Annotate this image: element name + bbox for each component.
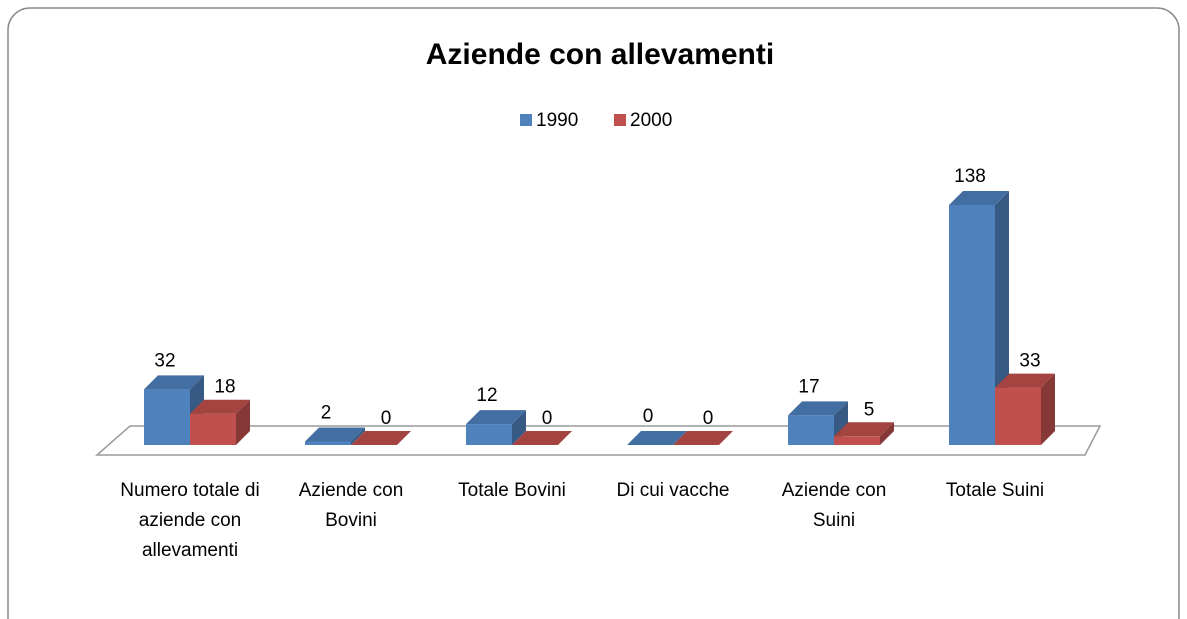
bar-top bbox=[351, 431, 411, 445]
data-label: 5 bbox=[864, 399, 875, 420]
data-label: 0 bbox=[643, 406, 654, 427]
x-tick-label: Aziende con Bovini bbox=[298, 480, 404, 531]
legend-label: 2000 bbox=[630, 110, 672, 131]
bar-top bbox=[627, 431, 687, 445]
legend-label: 1990 bbox=[536, 110, 578, 131]
x-tick-label: Totale Bovini bbox=[458, 480, 566, 501]
bar-top bbox=[512, 431, 572, 445]
data-label: 2 bbox=[321, 403, 332, 424]
chart-border bbox=[7, 7, 1180, 619]
bar-top bbox=[144, 375, 204, 390]
bar bbox=[673, 431, 733, 445]
legend-swatch bbox=[614, 114, 626, 126]
bar bbox=[834, 422, 894, 445]
bar-top bbox=[788, 401, 848, 416]
bar-top bbox=[673, 431, 733, 445]
data-label: 0 bbox=[703, 408, 714, 429]
bar bbox=[351, 431, 411, 445]
bar bbox=[627, 431, 687, 445]
bar bbox=[190, 399, 250, 445]
bar-top bbox=[995, 373, 1055, 388]
bar-side bbox=[1041, 373, 1055, 445]
bar-top bbox=[305, 427, 365, 442]
x-tick-label: Aziende con Suini bbox=[781, 480, 887, 531]
legend-swatch bbox=[520, 114, 532, 126]
data-label: 17 bbox=[798, 376, 819, 397]
bar bbox=[466, 410, 526, 445]
chart-title: Aziende con allevamenti bbox=[426, 38, 774, 71]
bar-side bbox=[351, 427, 365, 445]
bar-front bbox=[834, 436, 880, 445]
x-tick-label: Numero totale di aziende con allevamenti bbox=[120, 480, 260, 561]
data-label: 12 bbox=[476, 385, 497, 406]
bar-front bbox=[144, 389, 190, 445]
bar-top bbox=[466, 410, 526, 425]
bar-side bbox=[236, 399, 250, 445]
bar-side bbox=[512, 410, 526, 445]
bar-front bbox=[949, 205, 995, 445]
bar-side bbox=[880, 422, 894, 445]
data-label: 18 bbox=[214, 377, 235, 398]
bar-front bbox=[190, 413, 236, 445]
bar-top bbox=[949, 191, 1009, 205]
bar-front bbox=[995, 387, 1041, 445]
x-tick-label: Di cui vacche bbox=[616, 480, 730, 501]
x-tick-label: Totale Suini bbox=[945, 480, 1045, 501]
bar bbox=[305, 427, 365, 445]
data-label: 0 bbox=[542, 408, 553, 429]
bar bbox=[995, 373, 1055, 445]
data-label: 0 bbox=[381, 408, 392, 429]
bar-top bbox=[834, 422, 894, 437]
bar-front bbox=[305, 441, 351, 445]
bar-top bbox=[190, 399, 250, 414]
bar bbox=[788, 401, 848, 445]
data-label: 32 bbox=[154, 350, 175, 371]
bar-front bbox=[466, 424, 512, 445]
data-label: 138 bbox=[954, 166, 986, 187]
data-label: 33 bbox=[1019, 351, 1040, 372]
bar-front bbox=[788, 415, 834, 445]
bar bbox=[512, 431, 572, 445]
